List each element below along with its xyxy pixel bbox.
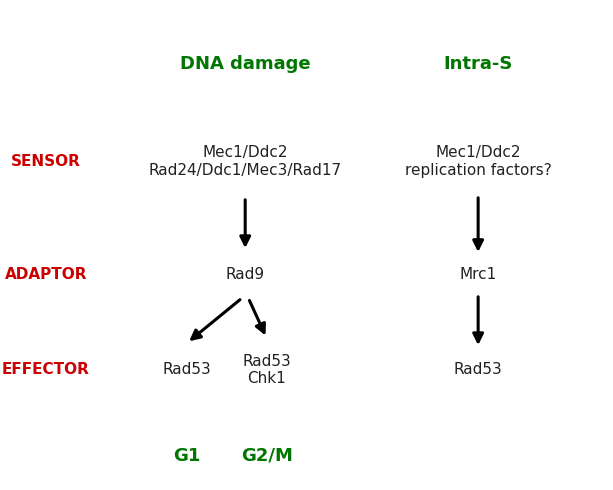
- Text: G1: G1: [173, 447, 200, 465]
- Text: Rad9: Rad9: [226, 267, 265, 282]
- Text: Mec1/Ddc2
Rad24/Ddc1/Mec3/Rad17: Mec1/Ddc2 Rad24/Ddc1/Mec3/Rad17: [148, 146, 342, 178]
- Text: SENSOR: SENSOR: [11, 154, 81, 169]
- Text: EFFECTOR: EFFECTOR: [2, 363, 90, 377]
- Text: Mec1/Ddc2
replication factors?: Mec1/Ddc2 replication factors?: [405, 146, 552, 178]
- Text: DNA damage: DNA damage: [180, 55, 311, 73]
- Text: G2/M: G2/M: [241, 447, 292, 465]
- Text: Mrc1: Mrc1: [460, 267, 497, 282]
- Text: ADAPTOR: ADAPTOR: [5, 267, 87, 282]
- Text: Rad53: Rad53: [162, 363, 211, 377]
- Text: Rad53: Rad53: [454, 363, 503, 377]
- Text: Intra-S: Intra-S: [443, 55, 513, 73]
- Text: Rad53
Chk1: Rad53 Chk1: [242, 354, 291, 386]
